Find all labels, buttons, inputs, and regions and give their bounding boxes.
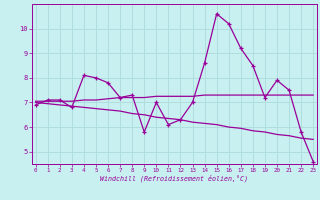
X-axis label: Windchill (Refroidissement éolien,°C): Windchill (Refroidissement éolien,°C) (100, 175, 248, 182)
